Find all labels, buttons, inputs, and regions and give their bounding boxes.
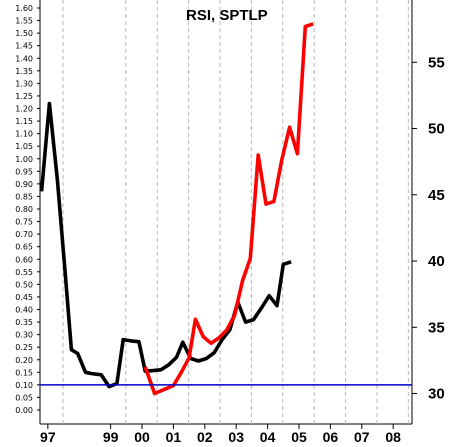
- left-tick-label: 1.30: [15, 79, 33, 88]
- left-tick-label: 0.15: [15, 368, 33, 377]
- x-axis: 97 99 00 01 02 03 04 05 06 07 08: [40, 424, 401, 445]
- series: [39, 22, 412, 396]
- left-tick-label: 0.95: [15, 167, 33, 176]
- left-tick-label: 0.85: [15, 192, 33, 201]
- left-tick-label: 1.45: [15, 42, 33, 51]
- right-tick-label: 50: [428, 121, 445, 138]
- left-tick-label: 0.55: [15, 268, 33, 277]
- x-tick-label: 05: [291, 429, 307, 445]
- left-tick-label: 0.80: [15, 205, 33, 214]
- right-tick-label: 45: [428, 187, 445, 204]
- left-tick-label: 0.00: [15, 406, 33, 415]
- left-tick-label: 1.25: [15, 92, 33, 101]
- gridlines: [39, 0, 413, 425]
- series-line-left: [39, 101, 292, 389]
- left-tick-label: 1.50: [15, 29, 33, 38]
- left-tick-label: 0.70: [15, 230, 33, 239]
- left-tick-label: 1.35: [15, 67, 33, 76]
- left-tick-label: 0.90: [15, 180, 33, 189]
- x-tick-label: 00: [134, 429, 150, 445]
- left-tick-label: 0.05: [15, 393, 33, 402]
- left-tick-label: 0.50: [15, 280, 33, 289]
- x-tick-label: 06: [323, 429, 339, 445]
- left-tick-label: 1.00: [15, 155, 33, 164]
- right-tick-label: 55: [428, 54, 445, 71]
- x-tick-label: 04: [260, 429, 276, 445]
- left-tick-label: 0.30: [15, 331, 33, 340]
- x-tick-label: 02: [197, 429, 213, 445]
- left-tick-label: 1.10: [15, 130, 33, 139]
- right-tick-label: 40: [428, 253, 445, 270]
- left-tick-label: 1.55: [15, 17, 33, 26]
- left-tick-label: 0.20: [15, 356, 33, 365]
- series-line-right: [143, 22, 314, 396]
- left-tick-label: 1.60: [15, 4, 33, 13]
- x-tick-label: 97: [40, 429, 56, 445]
- left-tick-label: 0.65: [15, 243, 33, 252]
- right-tick-label: 30: [428, 386, 445, 403]
- x-tick-label: 99: [103, 429, 119, 445]
- x-tick-label: 08: [385, 429, 401, 445]
- left-axis: 0.00 0.05 0.10 0.15 0.20 0.25 0.30 0.35 0.40 0.45…: [15, 4, 40, 415]
- left-tick-label: 1.40: [15, 54, 33, 63]
- left-tick-label: 1.20: [15, 105, 33, 114]
- left-tick-label: 0.45: [15, 293, 33, 302]
- left-tick-label: 0.75: [15, 218, 33, 227]
- right-tick-label: 35: [428, 319, 445, 336]
- left-tick-label: 1.05: [15, 142, 33, 151]
- left-tick-label: 0.35: [15, 318, 33, 327]
- x-tick-label: 01: [166, 429, 182, 445]
- left-tick-label: 1.15: [15, 117, 33, 126]
- left-tick-label: 0.60: [15, 255, 33, 264]
- x-tick-label: 03: [228, 429, 244, 445]
- left-tick-label: 0.40: [15, 306, 33, 315]
- x-tick-label: 07: [354, 429, 370, 445]
- chart-title: RSI, SPTLP: [186, 7, 268, 24]
- right-axis: 30 35 40 45 50 55: [412, 54, 445, 403]
- left-tick-label: 0.25: [15, 343, 33, 352]
- left-tick-label: 0.10: [15, 381, 33, 390]
